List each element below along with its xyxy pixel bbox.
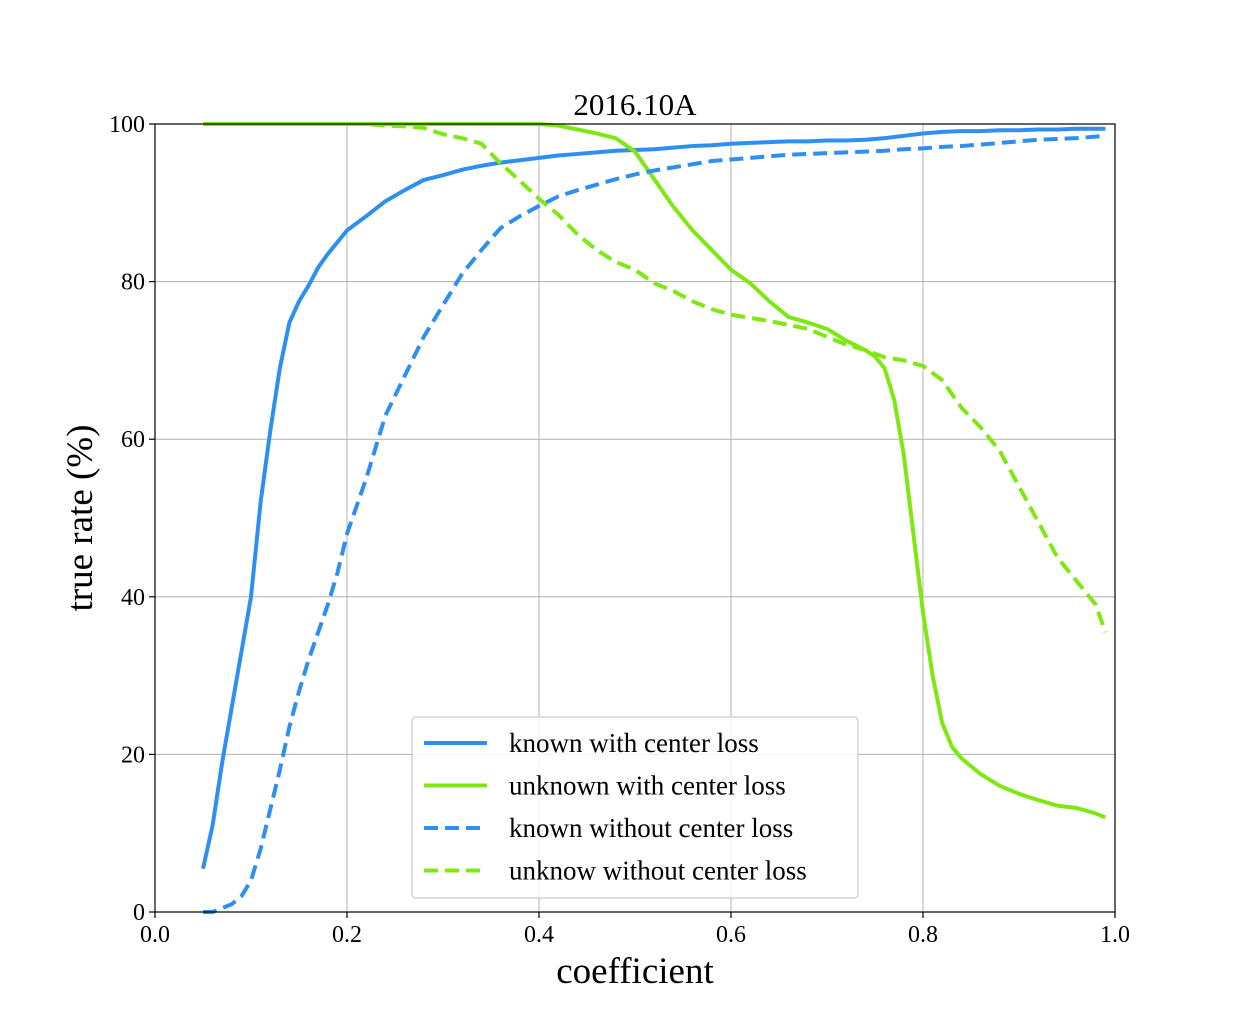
y-tick-label: 80: [121, 270, 145, 296]
legend: known with center loss unknown with cente…: [411, 716, 859, 899]
y-tick-label: 20: [121, 742, 145, 768]
y-axis-label: true rate (%): [60, 425, 101, 612]
x-tick-label: 0.8: [908, 922, 938, 948]
legend-label: known without center loss: [509, 813, 793, 843]
series-lines: [201, 122, 1108, 914]
axis-ticks: 0.0 0.2 0.4 0.6 0.8 1.0 0 20 40 60 80 100: [109, 112, 1130, 948]
legend-box: [411, 716, 859, 899]
series-line-1: [203, 122, 1107, 820]
legend-label: unknow without center loss: [509, 856, 807, 886]
x-tick-label: 0.0: [140, 922, 170, 948]
x-axis-label: coefficient: [556, 951, 714, 992]
plot-frame: [154, 123, 1116, 913]
y-tick-label: 60: [121, 427, 145, 453]
series-line-0: [201, 126, 1106, 870]
series-line-3: [203, 122, 1108, 633]
legend-label: known with center loss: [509, 728, 759, 758]
x-tick-label: 1.0: [1100, 922, 1130, 948]
y-tick-label: 100: [109, 112, 145, 138]
x-tick-label: 0.2: [332, 922, 362, 948]
x-tick-label: 0.4: [524, 922, 554, 948]
series-line-2: [203, 133, 1106, 914]
y-tick-label: 40: [121, 585, 145, 611]
y-tick-label: 0: [133, 900, 145, 926]
chart-title: 2016.10A: [573, 87, 697, 122]
legend-label: unknown with center loss: [509, 771, 786, 801]
x-tick-label: 0.6: [716, 922, 746, 948]
